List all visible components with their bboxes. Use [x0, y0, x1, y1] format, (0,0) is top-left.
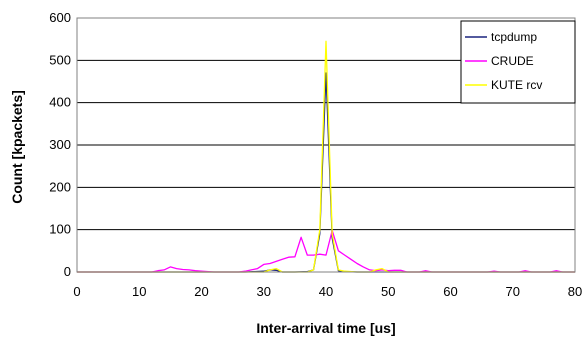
x-tick-label: 80	[568, 284, 582, 299]
x-tick-label: 70	[506, 284, 520, 299]
legend-label: KUTE rcv	[491, 78, 542, 92]
x-tick-label: 10	[132, 284, 146, 299]
x-tick-labels: 0 10 20 30 40 50 60 70 80	[73, 284, 582, 299]
legend-label: tcpdump	[491, 30, 537, 44]
y-tick-label: 500	[49, 52, 71, 67]
y-tick-label: 0	[64, 264, 71, 279]
x-tick-label: 20	[194, 284, 208, 299]
y-tick-label: 400	[49, 95, 71, 110]
series-line-crude	[77, 229, 575, 273]
x-tick-label: 50	[381, 284, 395, 299]
x-tick-label: 0	[73, 284, 80, 299]
y-tick-label: 100	[49, 222, 71, 237]
plot-frame	[76, 17, 576, 273]
y-tick-label: 300	[49, 137, 71, 152]
y-axis-title: Count [kpackets]	[9, 90, 25, 204]
series-line-kute-rcv	[77, 40, 575, 273]
x-tick-label: 60	[443, 284, 457, 299]
legend-label: CRUDE	[491, 54, 534, 68]
x-tick-label: 40	[319, 284, 333, 299]
legend: tcpdump CRUDE KUTE rcv	[460, 20, 576, 104]
y-tick-labels: 0 100 200 300 400 500 600	[49, 10, 71, 279]
legend-box	[460, 20, 576, 104]
y-tick-label: 200	[49, 179, 71, 194]
x-axis-title: Inter-arrival time [us]	[256, 320, 395, 336]
x-tick-label: 30	[257, 284, 271, 299]
y-tick-label: 600	[49, 10, 71, 25]
